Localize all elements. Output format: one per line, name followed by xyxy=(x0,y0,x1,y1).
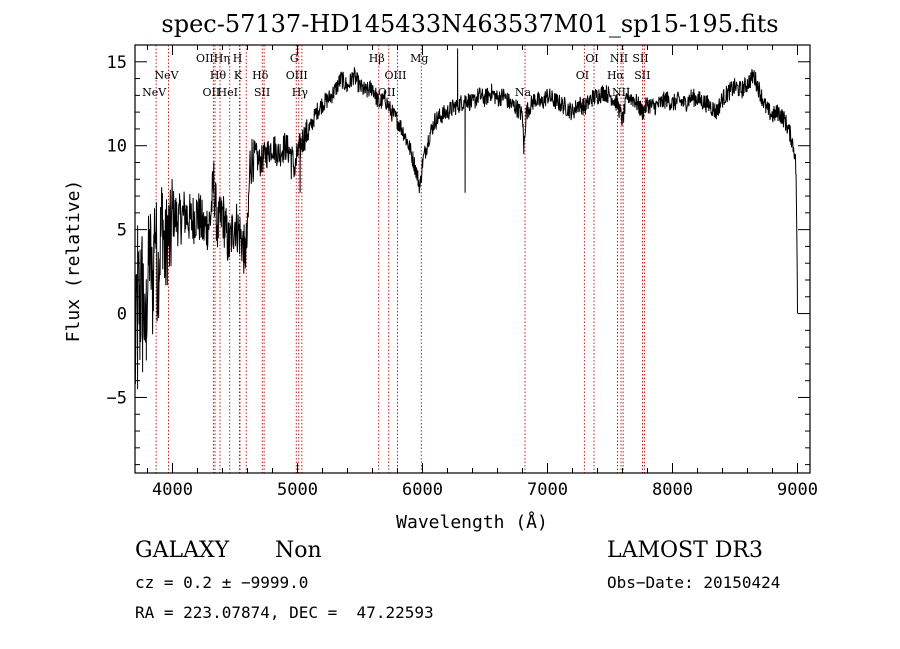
line-label: NeV xyxy=(142,86,167,99)
redshift-readout: cz = 0.2 ± −9999.0 xyxy=(135,573,309,592)
line-label: Hγ xyxy=(292,86,309,99)
line-label: OIIHη xyxy=(196,52,230,65)
line-label: HeI xyxy=(218,86,238,99)
line-label: G xyxy=(290,52,299,65)
line-label: K xyxy=(234,69,243,82)
obs-date-readout: Obs−Date: 20150424 xyxy=(607,573,781,592)
coordinates-readout: RA = 223.07874, DEC = 47.22593 xyxy=(135,603,434,622)
line-label: Na xyxy=(515,86,532,99)
x-tick-label: 8000 xyxy=(652,480,693,500)
line-label: Hβ xyxy=(369,52,385,65)
y-tick-label: 5 xyxy=(117,221,127,241)
spectral-line-markers xyxy=(155,45,645,473)
x-tick-label: 6000 xyxy=(402,480,443,500)
x-axis: 4000 5000 6000 7000 8000 9000 xyxy=(147,45,818,500)
line-label: OIII xyxy=(384,69,406,82)
x-axis-label: Wavelength (Å) xyxy=(396,511,548,533)
line-label: Mg xyxy=(410,52,428,65)
x-tick-label: 9000 xyxy=(777,480,818,500)
line-label: OII xyxy=(203,86,221,99)
line-label: NeV xyxy=(154,69,179,82)
line-label: OI xyxy=(585,52,598,65)
y-tick-label: −5 xyxy=(107,388,127,408)
y-axis: −5 0 5 10 15 xyxy=(107,44,810,466)
y-tick-label: 0 xyxy=(117,305,127,325)
x-tick-label: 4000 xyxy=(152,480,193,500)
y-axis-label: Flux (relative) xyxy=(63,180,84,343)
line-label: H xyxy=(233,52,243,65)
line-label: Hθ xyxy=(210,69,227,82)
subclass-label: Non xyxy=(275,538,322,563)
x-tick-label: 5000 xyxy=(277,480,318,500)
line-label: Hα xyxy=(607,69,625,82)
y-tick-label: 15 xyxy=(107,53,127,73)
classification-label: GALAXY xyxy=(135,538,230,563)
spectrum-line xyxy=(134,48,798,390)
line-label: Hδ xyxy=(252,69,269,82)
y-tick-label: 10 xyxy=(107,137,127,157)
line-label: SII xyxy=(634,69,650,82)
line-label: OI xyxy=(576,69,589,82)
chart-title: spec-57137-HD145433N463537M01_sp15-195.f… xyxy=(161,10,778,38)
line-label: SII xyxy=(254,86,270,99)
x-tick-label: 7000 xyxy=(527,480,568,500)
line-label: NII xyxy=(610,52,628,65)
line-label: OIII xyxy=(286,69,308,82)
survey-label: LAMOST DR3 xyxy=(607,538,763,563)
line-label: SII xyxy=(632,52,648,65)
